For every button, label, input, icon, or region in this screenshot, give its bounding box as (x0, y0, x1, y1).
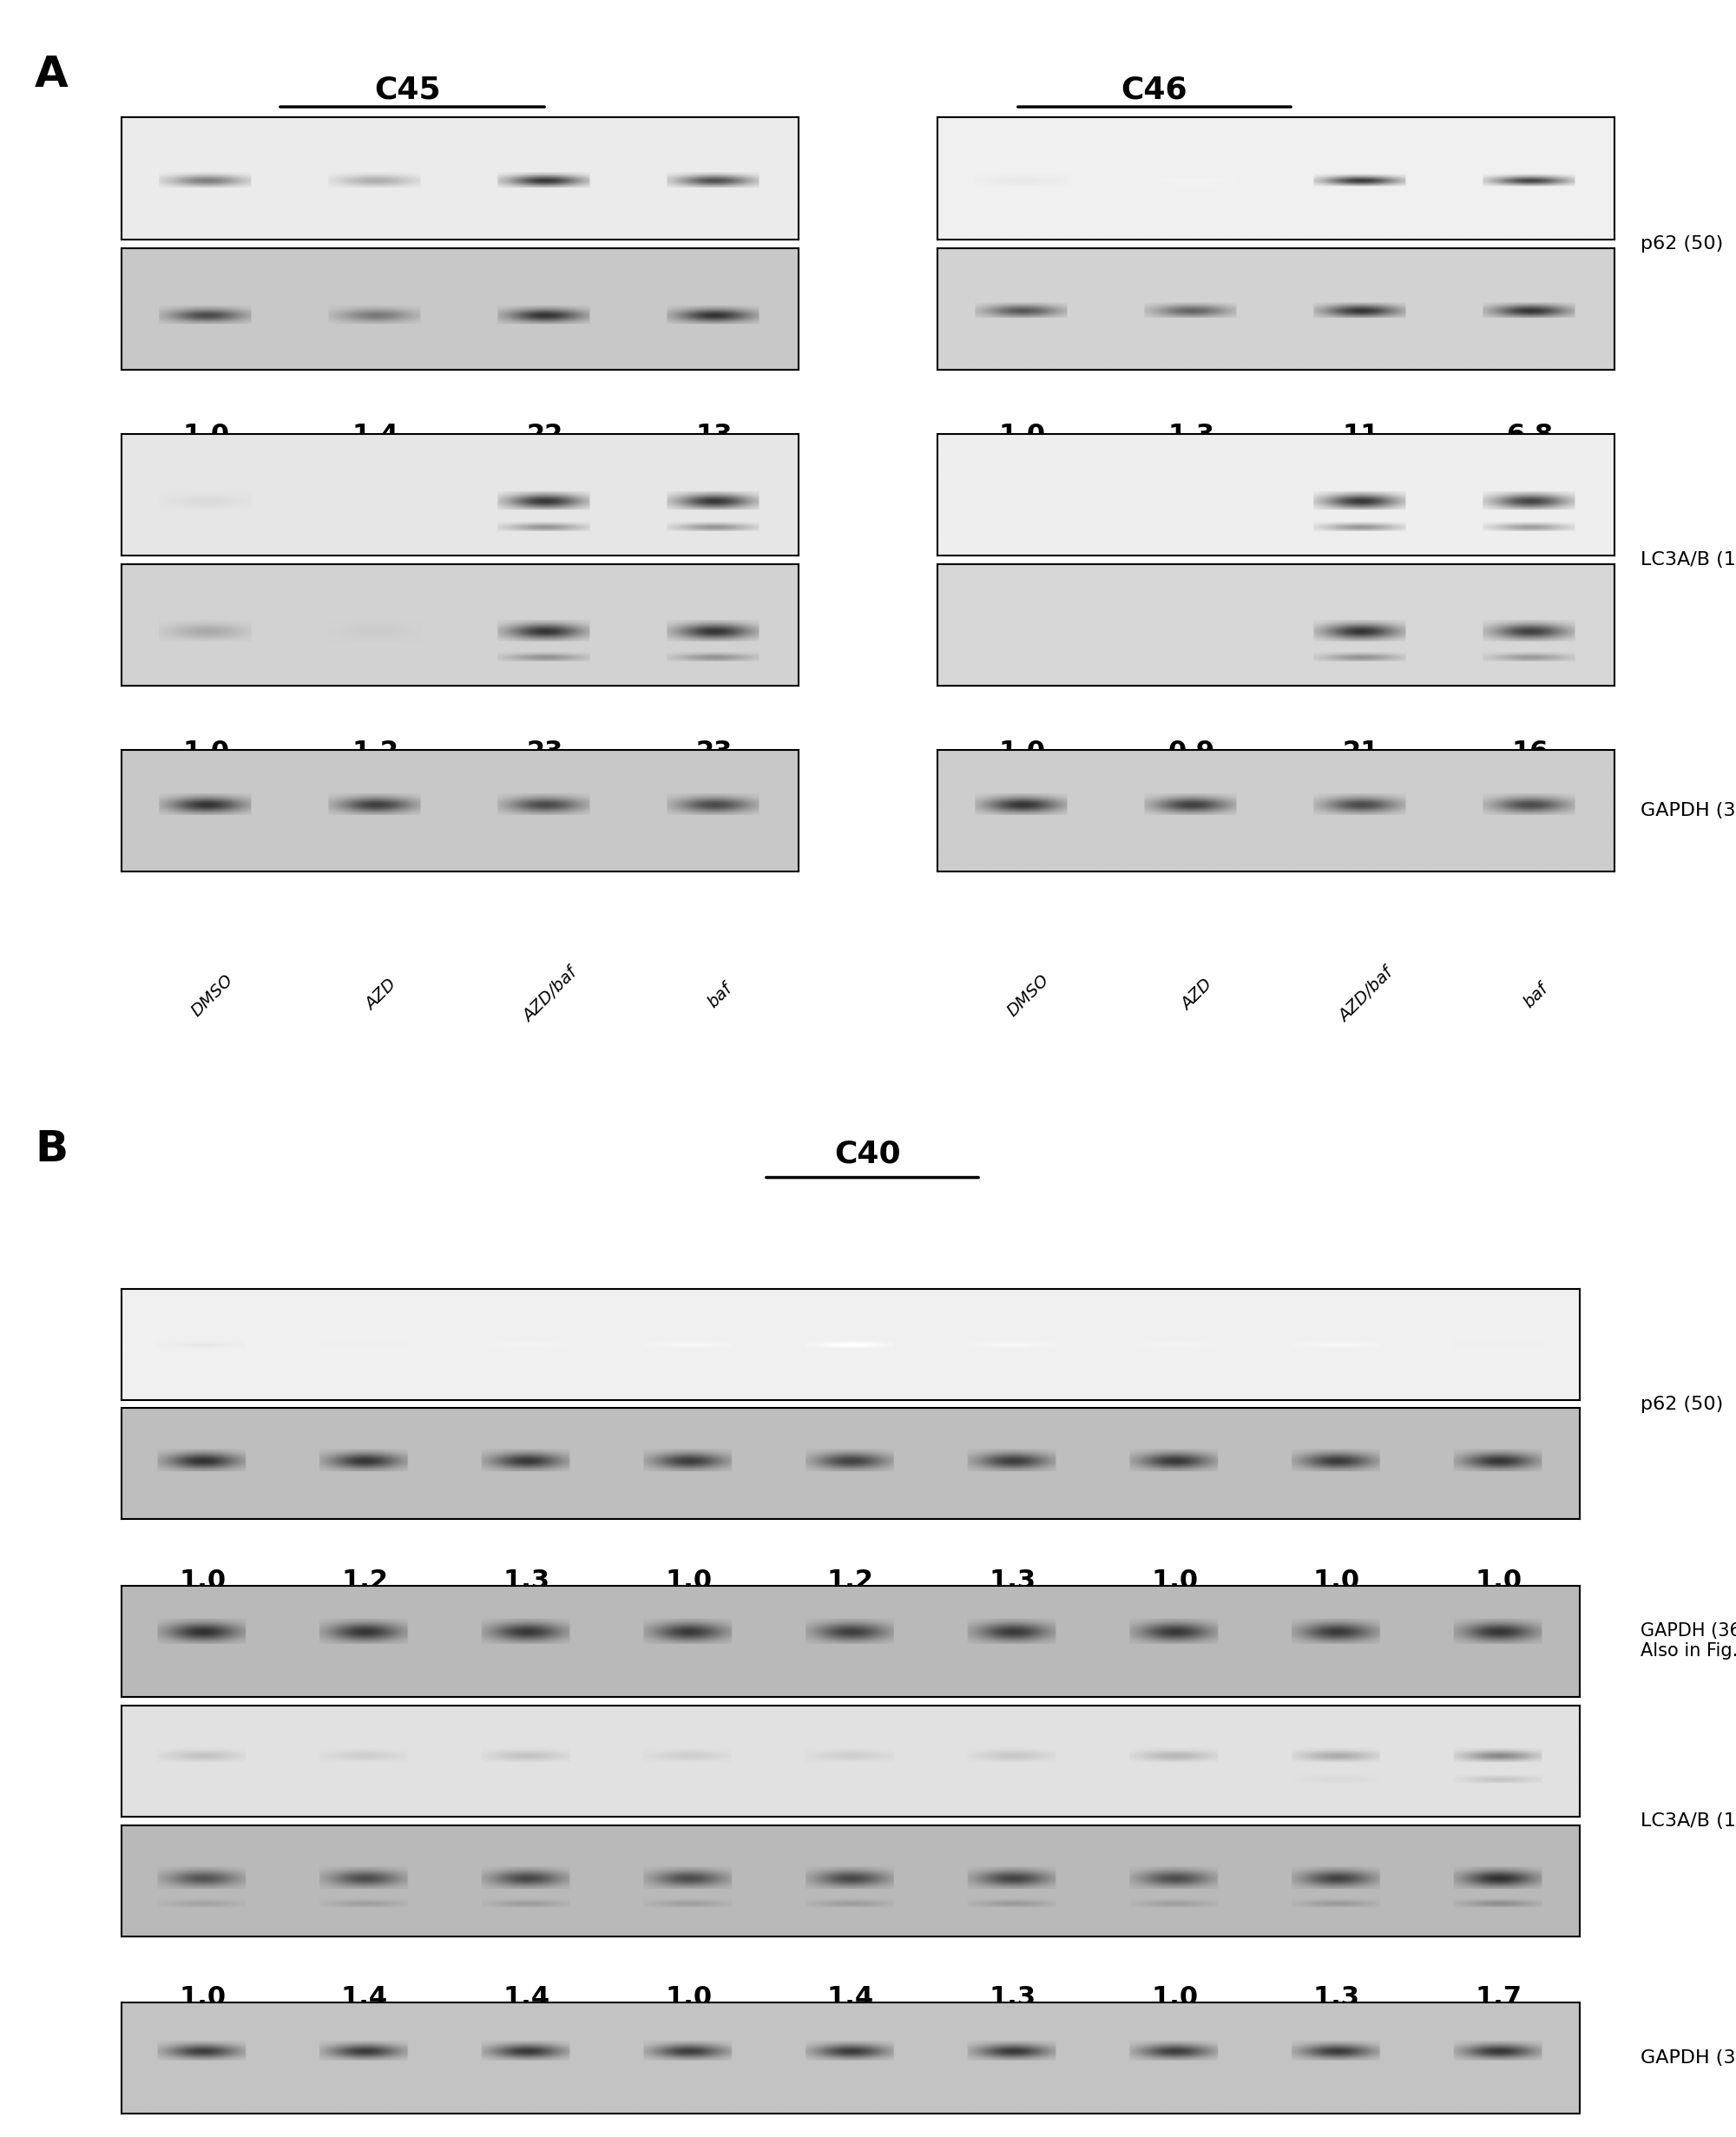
Text: C45: C45 (375, 75, 441, 105)
Text: 22: 22 (526, 423, 562, 449)
Text: 1.0: 1.0 (1151, 1985, 1198, 2011)
Text: GAPDH (36): GAPDH (36) (1641, 2049, 1736, 2066)
Text: C40: C40 (835, 1139, 901, 1169)
Text: 1.2: 1.2 (828, 1569, 875, 1594)
Text: 1.4: 1.4 (340, 1985, 389, 2011)
Text: 21: 21 (1342, 739, 1378, 765)
Text: LC3A/B (14,16): LC3A/B (14,16) (1641, 551, 1736, 568)
Text: 23: 23 (526, 739, 562, 765)
Text: 1.4: 1.4 (826, 1985, 875, 2011)
Text: 6.8: 6.8 (1507, 423, 1554, 449)
Text: 1.3: 1.3 (990, 1985, 1036, 2011)
Text: 16: 16 (1512, 739, 1549, 765)
Text: 23: 23 (696, 739, 733, 765)
Text: DMSO: DMSO (1003, 970, 1052, 1019)
Text: A: A (35, 53, 68, 94)
Text: 1.0: 1.0 (179, 1569, 226, 1594)
Text: 1.7: 1.7 (1476, 1985, 1522, 2011)
Text: AZD: AZD (363, 977, 399, 1013)
Text: p62 (50): p62 (50) (1641, 1395, 1724, 1413)
Text: GAPDH (36)
Also in Fig. 3E: GAPDH (36) Also in Fig. 3E (1641, 1622, 1736, 1660)
Text: AZD: AZD (1179, 977, 1215, 1013)
Text: 1.3: 1.3 (1168, 423, 1215, 449)
Text: baf: baf (705, 981, 734, 1011)
Text: 11: 11 (1342, 423, 1378, 449)
Text: 1.0: 1.0 (998, 423, 1045, 449)
Text: p62 (50): p62 (50) (1641, 235, 1724, 252)
Text: 1.0: 1.0 (182, 739, 229, 765)
Text: C46: C46 (1121, 75, 1187, 105)
Text: 1.2: 1.2 (352, 739, 399, 765)
Text: B: B (35, 1128, 68, 1169)
Text: baf: baf (1521, 981, 1550, 1011)
Text: 1.0: 1.0 (1312, 1569, 1361, 1594)
Text: 1.4: 1.4 (503, 1985, 550, 2011)
Text: 1.3: 1.3 (990, 1569, 1036, 1594)
Text: DMSO: DMSO (187, 970, 236, 1019)
Text: 1.0: 1.0 (998, 739, 1045, 765)
Text: 0.9: 0.9 (1168, 739, 1215, 765)
Text: 1.3: 1.3 (1314, 1985, 1361, 2011)
Text: 1.0: 1.0 (1476, 1569, 1522, 1594)
Text: LC3A/B (14,16): LC3A/B (14,16) (1641, 1812, 1736, 1829)
Text: GAPDH (36): GAPDH (36) (1641, 801, 1736, 821)
Text: 1.0: 1.0 (665, 1569, 712, 1594)
Text: 1.0: 1.0 (1151, 1569, 1198, 1594)
Text: 1.2: 1.2 (342, 1569, 389, 1594)
Text: 1.4: 1.4 (352, 423, 399, 449)
Text: 1.0: 1.0 (179, 1985, 226, 2011)
Text: AZD/baf: AZD/baf (1337, 966, 1397, 1026)
Text: 1.0: 1.0 (665, 1985, 712, 2011)
Text: 1.0: 1.0 (182, 423, 229, 449)
Text: AZD/baf: AZD/baf (521, 966, 582, 1026)
Text: 1.3: 1.3 (503, 1569, 550, 1594)
Text: 13: 13 (696, 423, 733, 449)
